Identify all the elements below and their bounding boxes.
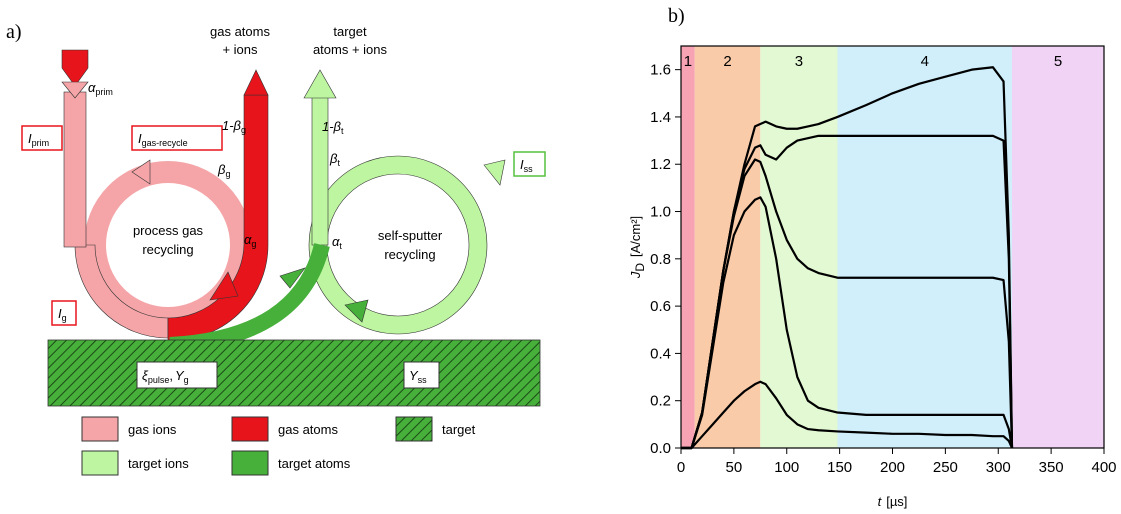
symbol: 1-β [322, 119, 342, 134]
x-tick-label: 200 [880, 459, 905, 476]
y-tick-label: 1.2 [650, 156, 671, 173]
legend-label: target ions [128, 456, 189, 471]
arrow [484, 160, 505, 185]
x-tick-label: 400 [1091, 459, 1116, 476]
x-tick-label: 150 [827, 459, 852, 476]
unit: [µs] [886, 494, 907, 509]
output-label: gas atoms [210, 24, 270, 39]
subscript: t [341, 126, 344, 136]
loop-label: self-sputter [378, 228, 443, 243]
target-ion-pipe [312, 95, 328, 245]
separator: , [169, 368, 173, 383]
output-label: + ions [222, 42, 258, 57]
output-label: target [333, 24, 367, 39]
x-tick-label: 0 [677, 459, 685, 476]
subscript: gas-recycle [142, 138, 188, 148]
output-label: atoms + ions [313, 42, 388, 57]
target [48, 340, 540, 406]
x-axis-label: t[µs] [878, 494, 908, 509]
subscript: prim [32, 138, 50, 148]
unit: [A/cm²] [628, 216, 643, 257]
x-tick-label: 300 [986, 459, 1011, 476]
legend-label: target atoms [278, 456, 351, 471]
symbol-label: 1-βg [222, 118, 246, 135]
legend-swatch [396, 417, 432, 441]
legend-swatch [232, 451, 268, 475]
y-tick-label: 0.8 [650, 251, 671, 268]
legend-swatch [82, 451, 118, 475]
loop-label: recycling [142, 242, 193, 257]
subscript: g [251, 239, 256, 249]
y-tick-label: 0.0 [650, 440, 671, 457]
region-label: 1 [684, 53, 692, 70]
y-tick-label: 1.4 [650, 109, 671, 126]
y-tick-label: 0.2 [650, 393, 671, 410]
y-tick-label: 0.6 [650, 298, 671, 315]
figure: a) ξpulse,Yg Yss αprimIprimIgas-recycl [0, 0, 1121, 514]
region [760, 46, 837, 448]
x-tick-label: 350 [1039, 459, 1064, 476]
primary-ion-pipe [64, 92, 86, 247]
y-tick-label: 1.6 [650, 62, 671, 79]
region [681, 46, 695, 448]
x-tick-label: 100 [774, 459, 799, 476]
y-tick-label: 0.4 [650, 345, 671, 362]
arrow [244, 70, 268, 95]
legend-swatch [232, 417, 268, 441]
subscript: pulse [148, 375, 170, 385]
subscript: prim [95, 87, 113, 97]
subscript: g [241, 125, 246, 135]
symbol-label: 1-βt [322, 119, 344, 136]
legend-label: gas atoms [278, 422, 338, 437]
outline [327, 174, 469, 316]
subscript: ss [418, 375, 428, 385]
subscript: g [225, 169, 230, 179]
symbol-label: αprim [88, 80, 113, 97]
page: a) ξpulse,Yg Yss αprimIprimIgas-recycl [0, 0, 1121, 514]
legend-swatch [82, 417, 118, 441]
y-tick-label: 1.0 [650, 204, 671, 221]
panel-label: a) [6, 21, 22, 43]
panel-label: b) [668, 5, 685, 27]
symbol-label: βg [217, 162, 230, 179]
region-label: 2 [723, 53, 731, 70]
y-axis-label: JD[A/cm²] [628, 216, 647, 279]
symbol-label: βt [329, 151, 340, 168]
legend-label: target [442, 422, 476, 437]
symbol: t [878, 494, 883, 509]
subscript: g [62, 313, 67, 323]
loop-label: process gas [133, 223, 204, 238]
subscript: t [337, 158, 340, 168]
region-label: 5 [1054, 53, 1062, 70]
subscript: D [633, 263, 647, 272]
loop-label: recycling [384, 247, 435, 262]
x-tick-label: 50 [726, 459, 743, 476]
region-label: 3 [795, 53, 803, 70]
x-tick-label: 250 [933, 459, 958, 476]
symbol: 1-β [222, 118, 242, 133]
region-label: 4 [921, 53, 929, 70]
arrow [62, 50, 88, 86]
region [1012, 46, 1104, 448]
subscript: ss [524, 164, 534, 174]
arrow [304, 70, 336, 98]
legend-label: gas ions [128, 422, 177, 437]
subscript: g [184, 375, 189, 385]
